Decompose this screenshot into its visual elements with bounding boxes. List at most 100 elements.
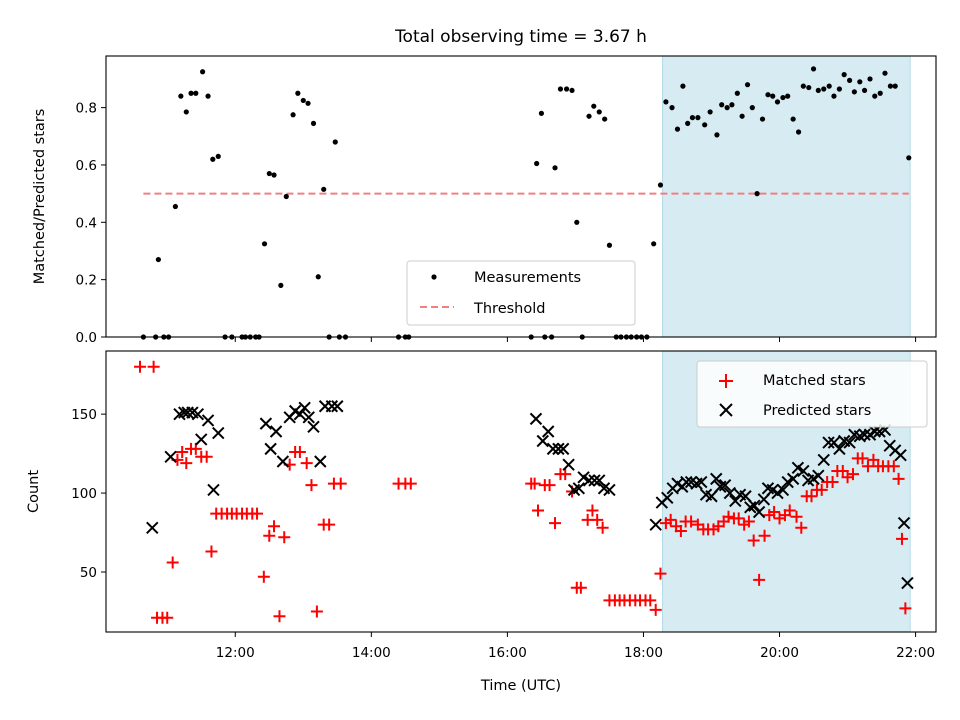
measurement-point [685, 120, 691, 126]
matched-star-point [722, 510, 735, 523]
predicted-star-point [529, 412, 543, 426]
measurement-point [300, 97, 306, 104]
matched-star-point [753, 573, 766, 586]
measurement-point [754, 191, 760, 197]
legend-matched-label: Matched stars [763, 373, 866, 389]
matched-star-point [586, 504, 599, 517]
matched-star-point [180, 457, 193, 470]
matched-star-point [892, 472, 905, 485]
measurement-point [800, 83, 806, 89]
matched-star-point [596, 521, 609, 534]
measurement-point [172, 203, 178, 210]
top-y-ticks: 0.0 0.2 0.4 0.6 0.8 [76, 101, 106, 346]
matched-star-point [528, 477, 541, 490]
legend-measurements-label: Measurements [474, 270, 581, 286]
predicted-star-point [331, 400, 344, 413]
predicted-star-point [556, 442, 570, 456]
matched-star-point [887, 460, 900, 473]
predicted-star-point [325, 400, 339, 413]
matched-star-point [257, 570, 270, 583]
predicted-star-point [822, 436, 835, 449]
x-axis-label: Time (UTC) [480, 678, 561, 694]
bottom-y-tick-label: 50 [80, 565, 97, 581]
bottom-x-tick-label: 20:00 [760, 645, 799, 661]
measurement-point [295, 90, 301, 96]
bottom-y-axis-label: Count [26, 470, 42, 513]
measurement-point [872, 93, 878, 99]
predicted-star-point [661, 491, 674, 505]
predicted-star-point [786, 472, 800, 486]
measurement-point [724, 105, 730, 111]
bottom-axes-frame [105, 350, 937, 633]
predicted-star-point [546, 442, 560, 456]
measurement-point [841, 72, 847, 78]
matched-star-point [790, 510, 803, 523]
measurement-point [569, 87, 575, 94]
measurement-point [290, 112, 296, 118]
matched-star-point [591, 513, 604, 526]
measurement-point [821, 86, 827, 92]
measurement-point [707, 109, 713, 115]
measurement-point [831, 93, 837, 99]
predicted-star-point [181, 406, 194, 419]
predicted-star-point [201, 414, 215, 427]
measurement-point [906, 155, 912, 161]
measurement-point [602, 116, 608, 122]
measurement-point [657, 182, 664, 188]
measurement-point [563, 86, 570, 92]
matched-star-point [166, 556, 179, 569]
bottom-x-tick-label: 18:00 [624, 645, 663, 661]
measurement-point [734, 90, 740, 96]
predicted-star-point [723, 486, 737, 500]
predicted-star-point [307, 420, 320, 433]
matched-star-point [404, 477, 417, 490]
predicted-star-point [752, 505, 766, 519]
predicted-star-point [293, 407, 307, 421]
measurement-point [846, 77, 853, 83]
measurement-point [215, 153, 221, 159]
measurement-point [892, 83, 898, 89]
measurement-point [695, 115, 701, 121]
predicted-star-point [729, 494, 742, 508]
measurement-point [651, 241, 657, 247]
predicted-star-point [146, 521, 159, 535]
matched-star-point [293, 446, 306, 459]
top-y-tick-label: 0.0 [76, 330, 97, 346]
legend-predicted-marker [719, 403, 733, 417]
predicted-star-point [264, 442, 277, 456]
measurement-point [790, 116, 796, 122]
matched-star-point [836, 464, 849, 477]
matched-star-point [273, 610, 286, 623]
predicted-star-point [833, 442, 846, 456]
measurement-point [266, 170, 272, 177]
measurement-point [714, 132, 720, 138]
predicted-star-point [572, 482, 586, 495]
measurement-point [680, 83, 686, 89]
matched-star-point [549, 517, 562, 530]
measurement-point [310, 120, 317, 126]
matched-star-point [334, 477, 347, 490]
measurement-point [857, 79, 863, 85]
measurement-point [851, 89, 857, 95]
matched-star-point [310, 605, 323, 618]
matched-star-point [251, 507, 264, 520]
predicted-star-point [582, 474, 596, 487]
measurement-point [205, 93, 211, 99]
predicted-star-point [269, 425, 283, 438]
measurement-point [663, 99, 669, 105]
matched-star-point [300, 457, 313, 470]
measurement-point [155, 256, 161, 263]
bottom-y-tick-label: 100 [71, 486, 97, 502]
predicted-star-point [710, 472, 723, 486]
matched-star-point [847, 468, 859, 481]
measurement-point [739, 113, 745, 119]
measurement-point [826, 83, 832, 89]
measurement-point [669, 105, 675, 111]
measurement-point [887, 83, 894, 89]
predicted-star-point [718, 478, 732, 492]
matched-star-point [685, 515, 698, 528]
matched-star-point [134, 360, 147, 373]
top-y-tick-label: 0.4 [76, 215, 97, 231]
predicted-star-point [744, 501, 757, 514]
